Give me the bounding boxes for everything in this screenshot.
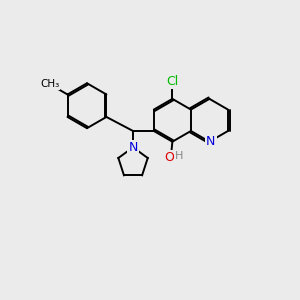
Text: CH₃: CH₃ [40,79,59,89]
Text: N: N [206,135,216,148]
Text: N: N [128,141,138,154]
Text: H: H [175,151,183,160]
Text: O: O [164,151,174,164]
Text: Cl: Cl [166,74,178,88]
